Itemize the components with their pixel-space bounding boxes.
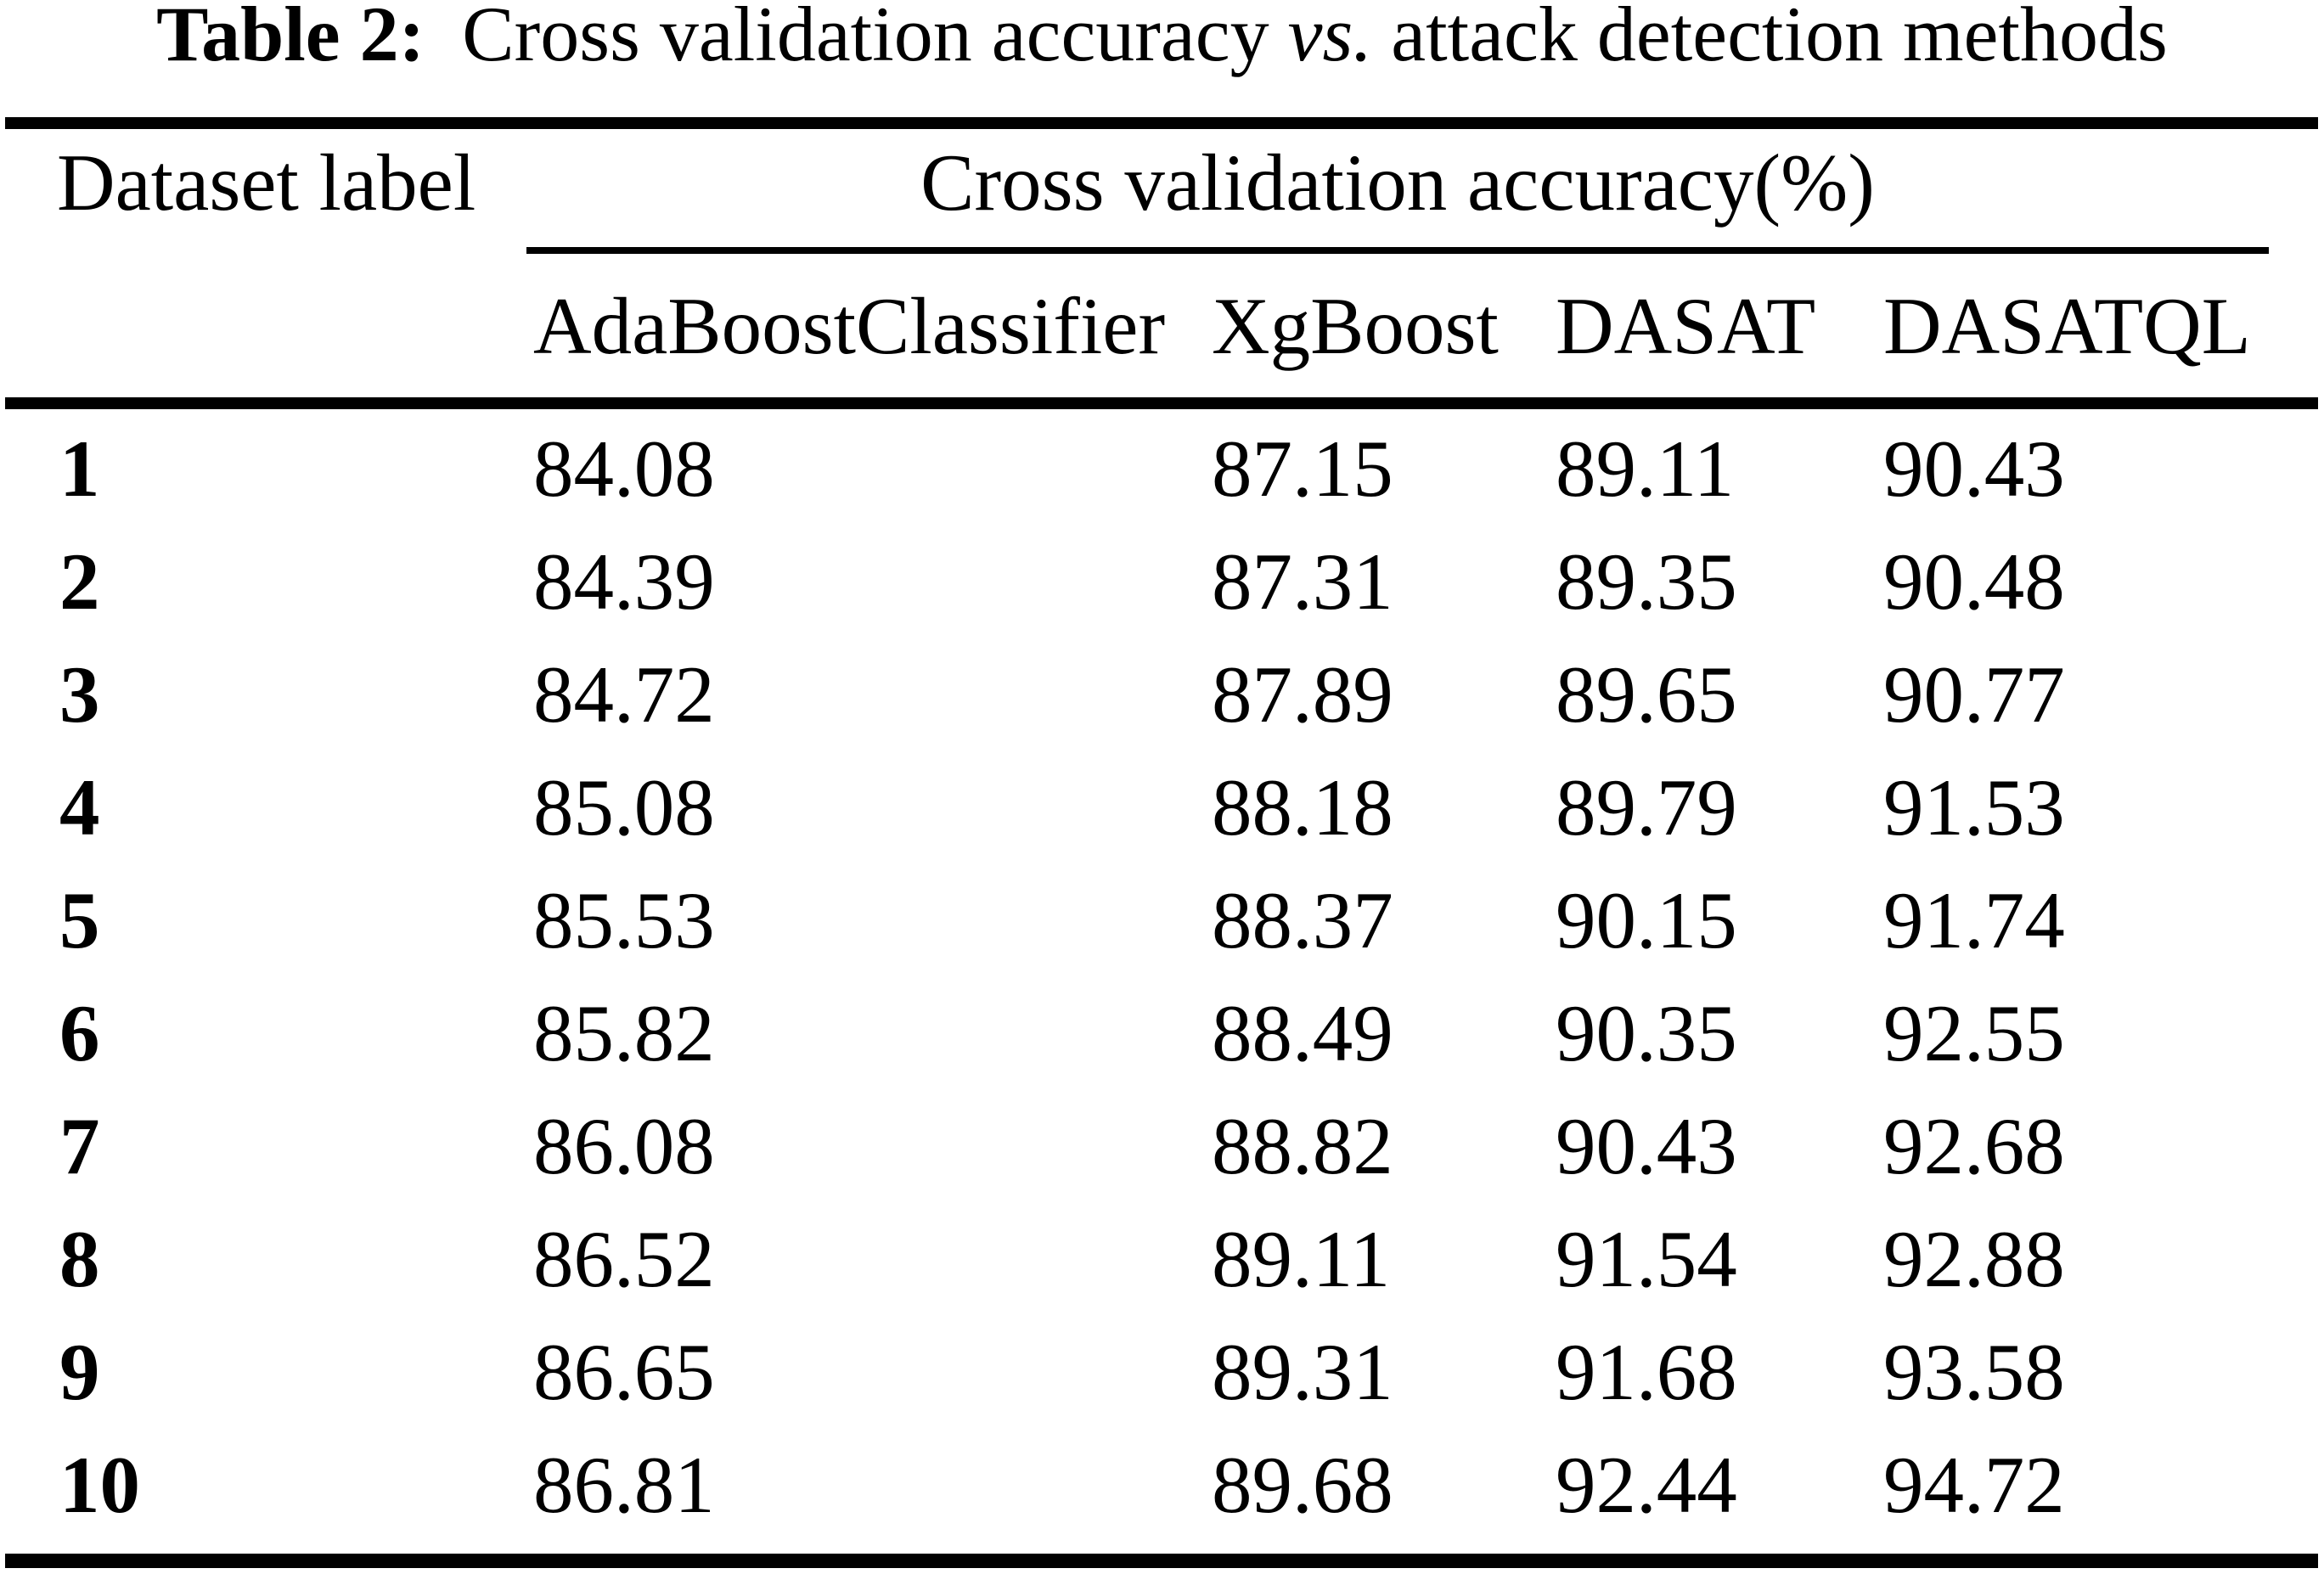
cell-xgboost: 88.49 bbox=[1212, 988, 1393, 1078]
cell-dasatql: 90.48 bbox=[1883, 537, 2065, 627]
cell-dasat: 90.35 bbox=[1556, 988, 1737, 1078]
cell-dasatql: 90.43 bbox=[1883, 424, 2065, 514]
cell-dasat: 91.54 bbox=[1556, 1214, 1737, 1304]
cell-adaboost: 85.82 bbox=[533, 988, 715, 1078]
row-label: 4 bbox=[59, 762, 100, 852]
row-label: 10 bbox=[59, 1440, 140, 1530]
cell-dasatql: 92.68 bbox=[1883, 1101, 2065, 1191]
cell-adaboost: 84.08 bbox=[533, 424, 715, 514]
cell-xgboost: 88.18 bbox=[1212, 762, 1393, 852]
row-label: 7 bbox=[59, 1101, 100, 1191]
cell-adaboost: 86.81 bbox=[533, 1440, 715, 1530]
cell-xgboost: 87.89 bbox=[1212, 649, 1393, 739]
column-header-adaboostclassifier: AdaBoostClassifier bbox=[533, 281, 1166, 371]
cell-dasatql: 91.74 bbox=[1883, 875, 2065, 965]
column-header-dasat: DASAT bbox=[1556, 281, 1816, 371]
cell-xgboost: 88.82 bbox=[1212, 1101, 1393, 1191]
cell-adaboost: 86.52 bbox=[533, 1214, 715, 1304]
cell-dasatql: 94.72 bbox=[1883, 1440, 2065, 1530]
cell-xgboost: 89.31 bbox=[1212, 1327, 1393, 1417]
cell-adaboost: 86.08 bbox=[533, 1101, 715, 1191]
table-caption: Table 2: Cross validation accuracy vs. atta… bbox=[0, 0, 2324, 73]
cell-dasat: 89.35 bbox=[1556, 537, 1737, 627]
cell-dasat: 89.79 bbox=[1556, 762, 1737, 852]
column-header-dasatql: DASATQL bbox=[1883, 281, 2251, 371]
caption-vs-italic: vs. bbox=[1287, 0, 1373, 77]
cell-dasat: 89.65 bbox=[1556, 649, 1737, 739]
caption-text-after-vs: attack detection methods bbox=[1391, 0, 2168, 77]
cell-dasatql: 92.88 bbox=[1883, 1214, 2065, 1304]
table-top-rule bbox=[5, 117, 2318, 129]
cell-dasatql: 93.58 bbox=[1883, 1327, 2065, 1417]
row-label: 3 bbox=[59, 649, 100, 739]
cell-dasatql: 92.55 bbox=[1883, 988, 2065, 1078]
cell-xgboost: 87.31 bbox=[1212, 537, 1393, 627]
cell-adaboost: 85.53 bbox=[533, 875, 715, 965]
cell-adaboost: 84.39 bbox=[533, 537, 715, 627]
cell-dasat: 90.43 bbox=[1556, 1101, 1737, 1191]
cell-dasatql: 90.77 bbox=[1883, 649, 2065, 739]
caption-text-before-vs: Cross validation accuracy bbox=[462, 0, 1269, 77]
caption-number: Table 2: bbox=[156, 0, 425, 77]
cell-xgboost: 89.11 bbox=[1212, 1214, 1391, 1304]
cell-xgboost: 88.37 bbox=[1212, 875, 1393, 965]
cell-adaboost: 84.72 bbox=[533, 649, 715, 739]
column-header-dataset-label: Dataset label bbox=[57, 138, 476, 228]
header-separator-rule bbox=[5, 397, 2318, 409]
cell-xgboost: 87.15 bbox=[1212, 424, 1393, 514]
cell-dasat: 92.44 bbox=[1556, 1440, 1737, 1530]
group-header-underline-rule bbox=[526, 247, 2269, 254]
row-label: 5 bbox=[59, 875, 100, 965]
cell-dasatql: 91.53 bbox=[1883, 762, 2065, 852]
cell-dasat: 90.15 bbox=[1556, 875, 1737, 965]
table-bottom-rule bbox=[5, 1554, 2318, 1568]
row-label: 9 bbox=[59, 1327, 100, 1417]
row-label: 6 bbox=[59, 988, 100, 1078]
cell-xgboost: 89.68 bbox=[1212, 1440, 1393, 1530]
cell-dasat: 89.11 bbox=[1556, 424, 1735, 514]
cell-dasat: 91.68 bbox=[1556, 1327, 1737, 1417]
row-label: 8 bbox=[59, 1214, 100, 1304]
row-label: 1 bbox=[59, 424, 100, 514]
row-label: 2 bbox=[59, 537, 100, 627]
column-group-header-accuracy: Cross validation accuracy(%) bbox=[920, 138, 1875, 228]
cell-adaboost: 85.08 bbox=[533, 762, 715, 852]
cell-adaboost: 86.65 bbox=[533, 1327, 715, 1417]
column-header-xgboost: XgBoost bbox=[1212, 281, 1499, 371]
